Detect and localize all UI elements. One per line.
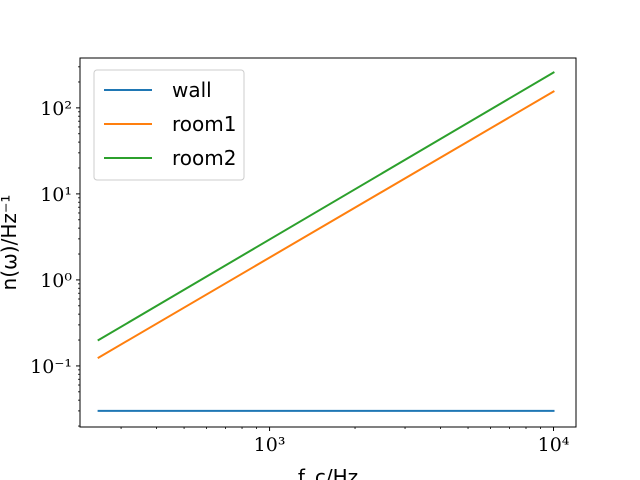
legend: wall room1 room2 — [93, 69, 245, 181]
plot-frame — [79, 57, 577, 428]
y-tick-label: 10⁻¹ — [30, 356, 72, 378]
x-axis-label: f_c/Hz — [298, 465, 358, 480]
legend-label-room2: room2 — [172, 146, 236, 170]
y-axis-label: n(ω)/Hz⁻¹ — [0, 195, 21, 291]
plot-layer — [97, 71, 555, 412]
x-tick-label: 10³ — [254, 434, 286, 456]
legend-label-room1: room1 — [172, 112, 236, 136]
series-line-room1 — [97, 90, 555, 359]
y-tick-label: 10¹ — [40, 184, 72, 206]
y-tick-label: 10⁰ — [40, 270, 72, 292]
series-line-room2 — [97, 71, 555, 342]
legend-label-wall: wall — [172, 78, 212, 102]
x-tick-label: 10⁴ — [538, 434, 570, 456]
ticks-layer: 10³ 10⁴ 10⁻¹ 10⁰ 10¹ 10² — [30, 66, 570, 456]
legend-box — [93, 69, 245, 181]
y-tick-label: 10² — [40, 98, 72, 120]
